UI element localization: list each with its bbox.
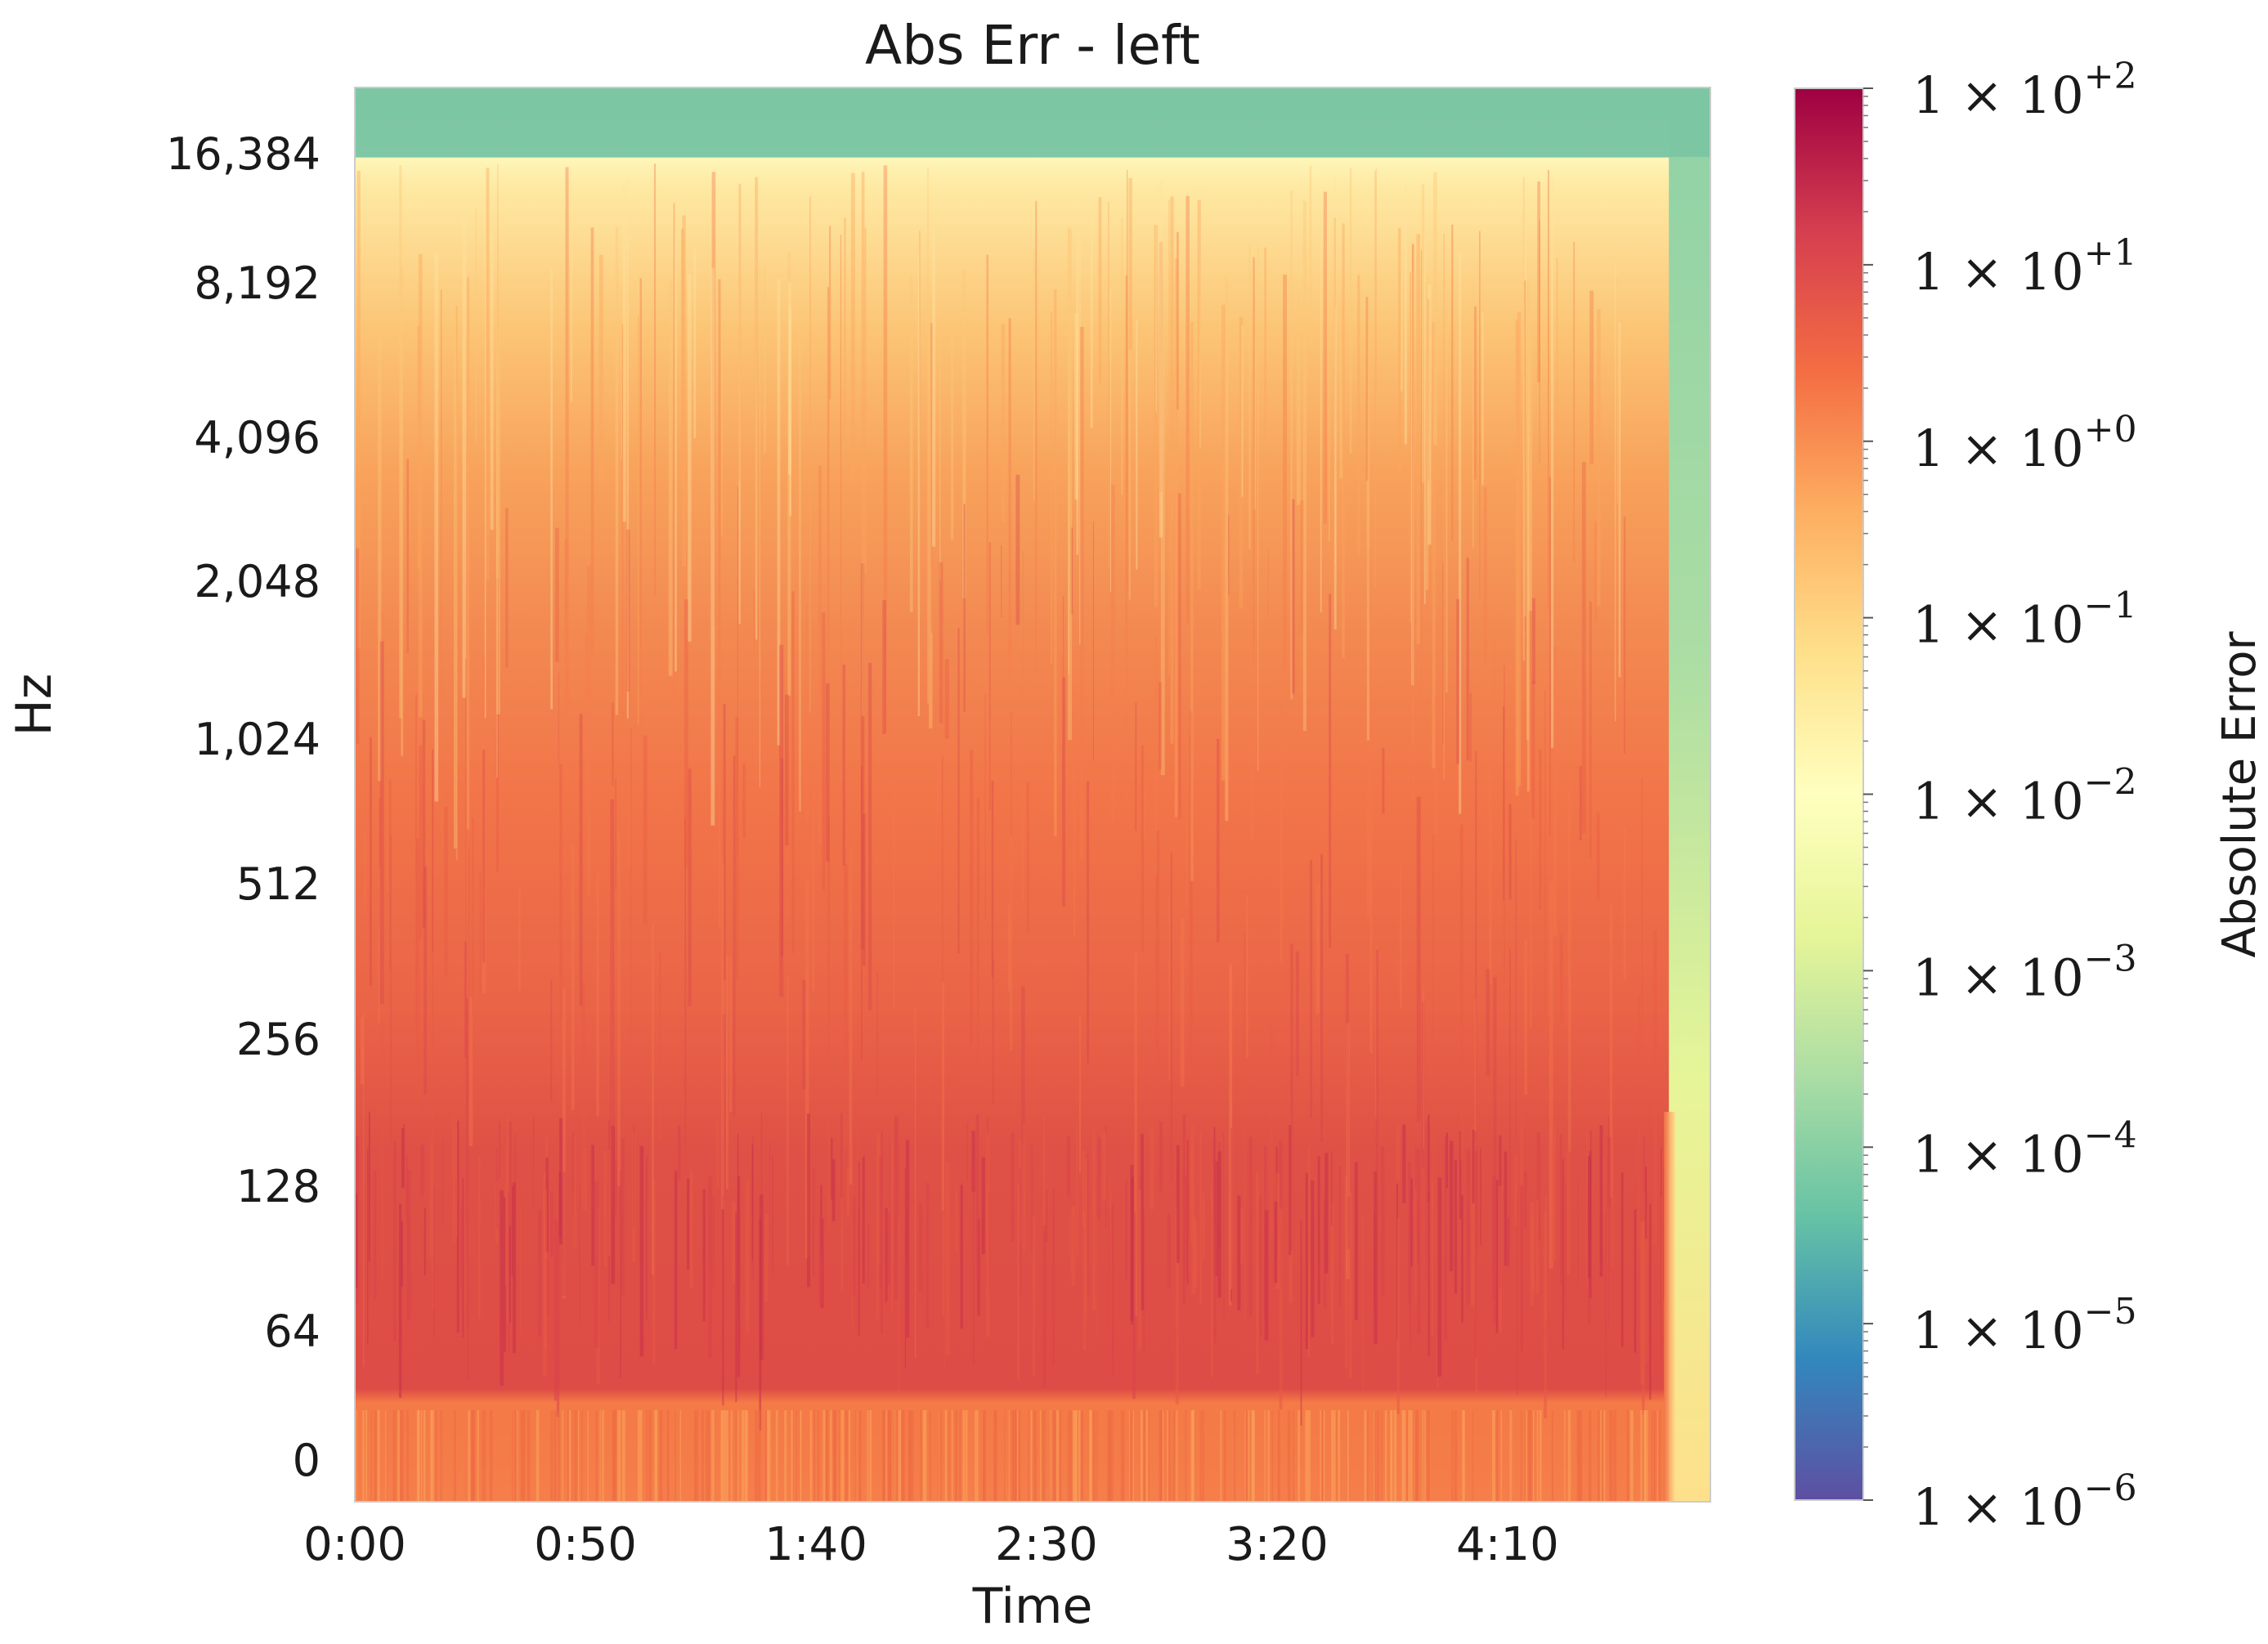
y-tick-label: 4,096 [194,412,320,464]
colorbar-tick-label: 1 × 10−3 [1912,938,2137,1007]
x-tick-label: 0:50 [534,1518,637,1571]
y-tick-label: 512 [236,858,320,910]
colorbar-tick-label: 1 × 10+2 [1912,56,2137,125]
colorbar-tick-label: 1 × 10−1 [1912,585,2137,655]
colorbar-label: Absolute Error [2213,631,2266,958]
colorbar-tick-label: 1 × 10−4 [1912,1114,2137,1184]
y-tick-label: 0 [293,1435,320,1486]
y-tick-labels: 16,384 8,192 4,096 2,048 1,024 512 256 128 64 0 [166,128,320,1486]
y-tick-label: 64 [264,1306,320,1357]
x-tick-label: 4:10 [1456,1518,1559,1571]
chart-title: Abs Err - left [865,14,1200,77]
colorbar-tick-label: 1 × 10−2 [1912,762,2137,831]
y-tick-label: 2,048 [194,556,320,607]
colorbar-tick-label: 1 × 10−5 [1912,1291,2137,1360]
x-tick-label: 2:30 [995,1518,1098,1571]
x-tick-labels: 0:00 0:50 1:40 2:30 3:20 4:10 [303,1518,1559,1571]
y-tick-label: 16,384 [166,128,320,180]
spectrogram-plot-area [355,87,1710,1502]
colorbar-tick-label: 1 × 10+0 [1912,409,2137,478]
plot-frame [354,87,1711,1503]
colorbar-tick-labels: 1 × 10+2 1 × 10+1 1 × 10+0 1 × 10−1 1 × 10−2… [1863,56,2137,1537]
x-axis-label: Time [972,1578,1093,1635]
signal-end-tail [1664,87,1710,1502]
spectrogram-stripes [355,164,1672,1502]
y-tick-label: 8,192 [194,258,320,309]
x-tick-label: 1:40 [764,1518,867,1571]
x-tick-label: 3:20 [1226,1518,1329,1571]
colorbar-tick-label: 1 × 10−6 [1912,1467,2137,1537]
y-tick-label: 256 [236,1014,320,1065]
colorbar-tick-label: 1 × 10+1 [1912,232,2137,302]
colorbar [1794,87,1864,1501]
y-tick-label: 1,024 [194,714,320,765]
y-tick-label: 128 [236,1161,320,1212]
y-axis-label: Hz [6,674,63,737]
x-tick-label: 0:00 [303,1518,406,1571]
